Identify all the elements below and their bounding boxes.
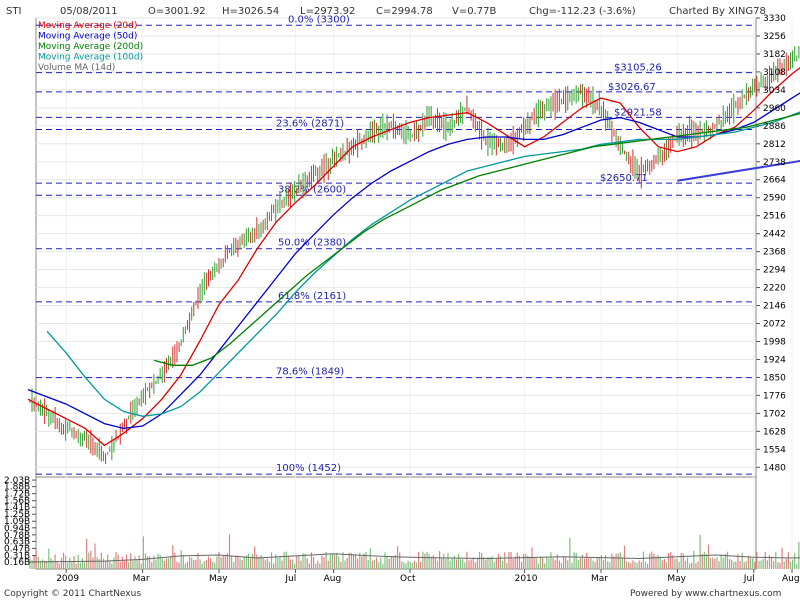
- footer-powered-by: Powered by www.chartnexus.com: [630, 589, 781, 599]
- volume-tick-label: 0.63B: [4, 537, 30, 547]
- footer-copyright: Copyright © 2011 ChartNexus: [4, 589, 141, 599]
- x-tick-label: 2009: [56, 574, 79, 584]
- price-tick-label: 2220: [763, 284, 786, 294]
- volume-tick-label: 0.94B: [4, 524, 30, 534]
- volume-tick-label: 1.72B: [4, 490, 30, 500]
- fibonacci-label: 38.2% (2600): [278, 184, 346, 195]
- price-tick-label: 2442: [763, 230, 786, 240]
- fibonacci-label: 0.0% (3300): [288, 14, 350, 25]
- price-tick-label: 1776: [763, 391, 786, 401]
- price-tick-label: 3330: [763, 14, 786, 24]
- price-tick-label: 2812: [763, 140, 786, 150]
- fibonacci-label: 23.6% (2871): [276, 118, 344, 129]
- fibonacci-label: 78.6% (1849): [276, 367, 344, 378]
- price-tick-label: 3034: [763, 86, 786, 96]
- header-volume: V=0.77B: [452, 6, 496, 17]
- x-tick-label: Mar: [133, 574, 150, 584]
- price-tick-label: 1850: [763, 373, 786, 383]
- header-charted-by: Charted By XING78: [669, 6, 766, 17]
- header-high: H=3026.54: [222, 6, 279, 17]
- price-tick-label: 1554: [763, 445, 786, 455]
- header-open: O=3001.92: [148, 6, 206, 17]
- series-line-3: [46, 111, 800, 417]
- x-tick-label: Aug: [324, 574, 342, 584]
- volume-tick-label: 0.16B: [4, 558, 30, 568]
- x-tick-label: May: [667, 574, 686, 584]
- header-symbol: STI: [6, 6, 21, 17]
- header-low: L=2973.92: [300, 6, 355, 17]
- price-tick-label: 2294: [763, 266, 786, 276]
- x-tick-label: 2010: [515, 574, 538, 584]
- support-trendline: [677, 159, 800, 182]
- price-tick-label: 2516: [763, 212, 786, 222]
- price-tick-label: 2590: [763, 194, 786, 204]
- annotations: [677, 159, 800, 182]
- price-tick-label: 1480: [763, 463, 786, 473]
- fibonacci-levels: 0.0% (3300) 23.6% (2871) 38.2% (2600) 50.0%…: [36, 14, 756, 475]
- x-tick-label: Jul: [743, 574, 755, 584]
- volume-tick-label: 1.09B: [4, 517, 30, 527]
- price-tick-label: 3256: [763, 32, 786, 42]
- legend-entry: Moving Average (200d): [38, 42, 143, 52]
- legend-entry: Moving Average (50d): [38, 32, 137, 42]
- gridlines: [36, 17, 793, 569]
- price-level-label: $2921.58: [614, 107, 662, 118]
- price-level-label: $3026.67: [608, 82, 656, 93]
- price-tick-label: 1924: [763, 355, 786, 365]
- x-tick-label: Jul: [284, 574, 296, 584]
- legend-entry: Volume MA (14d): [38, 63, 115, 73]
- price-tick-label: 2960: [763, 104, 786, 114]
- price-tick-label: 2738: [763, 158, 786, 168]
- price-tick-label: 2886: [763, 122, 786, 132]
- price-level-label: $3105.26: [614, 63, 662, 74]
- price-tick-label: 1628: [763, 427, 786, 437]
- price-level-label: $2650.71: [600, 173, 648, 184]
- x-tick-label: Oct: [400, 574, 416, 584]
- legend: Moving Average (20d)Moving Average (50d)…: [38, 21, 143, 73]
- x-tick-label: Aug: [782, 574, 800, 584]
- moving-averages: [27, 66, 800, 563]
- price-tick-label: 2072: [763, 320, 786, 330]
- volume-tick-label: 2.03B: [4, 476, 30, 486]
- legend-entry: Moving Average (100d): [38, 53, 143, 63]
- header-date: 05/08/2011: [60, 6, 118, 17]
- legend-entry: Moving Average (20d): [38, 21, 137, 31]
- price-tick-label: 2146: [763, 302, 786, 312]
- price-tick-label: 2664: [763, 176, 786, 186]
- volume-tick-label: 0.31B: [4, 551, 30, 561]
- chart-header: STI 05/08/2011 O=3001.92 H=3026.54 L=297…: [6, 6, 766, 17]
- fibonacci-label: 50.0% (2380): [278, 238, 346, 249]
- volume-tick-label: 0.47B: [4, 544, 30, 554]
- series-line-1: [27, 66, 800, 447]
- fibonacci-label: 61.8% (2161): [278, 291, 346, 302]
- fibonacci-label: 100% (1452): [276, 463, 341, 474]
- volume-tick-label: 1.41B: [4, 503, 30, 513]
- header-close: C=2994.78: [376, 6, 433, 17]
- volume-tick-label: 1.25B: [4, 510, 30, 520]
- x-tick-label: May: [209, 574, 228, 584]
- axes: 3330 3256 3182 3108 3034 2960 2886 2812 2738 2664…: [4, 14, 800, 584]
- volume-tick-label: 1.56B: [4, 497, 30, 507]
- price-tick-label: 3182: [763, 50, 786, 60]
- price-tick-label: 2368: [763, 248, 786, 258]
- series-line-4: [153, 112, 800, 366]
- price-tick-label: 1998: [763, 337, 786, 347]
- header-change: Chg=-112.23 (-3.6%): [529, 6, 636, 17]
- series-line-5: [27, 553, 800, 563]
- series-line-2: [27, 92, 800, 430]
- volume-tick-label: 1.88B: [4, 483, 30, 493]
- price-tick-label: 3108: [763, 68, 786, 78]
- volume-tick-label: 0.78B: [4, 531, 30, 541]
- x-tick-label: Mar: [591, 574, 608, 584]
- price-tick-label: 1702: [763, 409, 786, 419]
